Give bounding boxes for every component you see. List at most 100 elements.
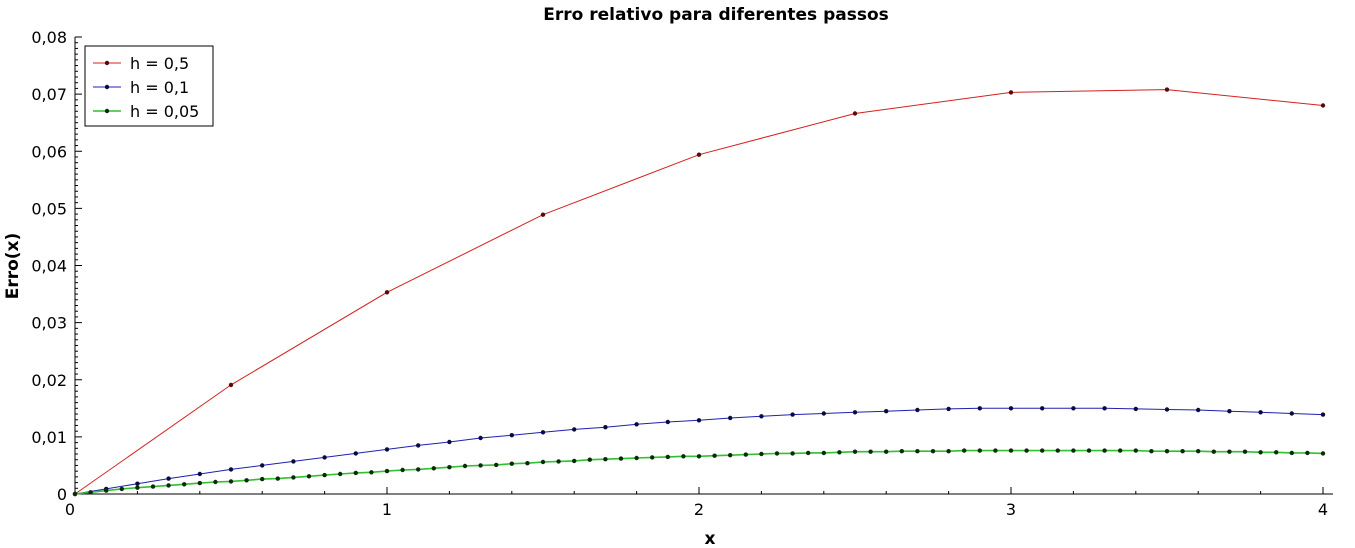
series-point xyxy=(993,448,998,453)
series-point xyxy=(915,407,920,413)
series-point xyxy=(899,449,904,454)
series-point xyxy=(665,454,670,460)
series-point xyxy=(228,467,234,472)
series-point xyxy=(1258,410,1263,415)
y-tick-label: 0,08 xyxy=(31,28,67,47)
series-point xyxy=(228,479,234,484)
legend-swatch-marker xyxy=(104,60,110,66)
y-tick-label: 0,01 xyxy=(31,428,67,447)
series-point xyxy=(852,449,858,454)
y-axis-label: Erro(x) xyxy=(3,233,23,300)
series-point xyxy=(977,448,982,453)
series-point xyxy=(915,449,920,454)
series-point xyxy=(1133,448,1139,453)
series-point xyxy=(759,414,764,419)
series-point xyxy=(525,461,530,466)
series-point xyxy=(1196,407,1201,413)
series-point xyxy=(821,411,826,416)
series-point xyxy=(1071,406,1076,411)
series-point xyxy=(759,451,764,457)
series-point xyxy=(119,486,125,492)
series-point xyxy=(494,462,499,468)
series-point xyxy=(135,485,140,490)
series-point xyxy=(369,470,374,475)
series-point xyxy=(1258,450,1263,455)
series-point xyxy=(930,449,936,454)
series-point xyxy=(806,450,811,456)
series-point xyxy=(322,472,327,478)
series-point xyxy=(88,490,93,495)
series-point xyxy=(447,465,452,470)
series-point xyxy=(166,483,171,488)
series-point xyxy=(1274,450,1279,455)
series-point xyxy=(213,479,218,485)
series-point xyxy=(260,476,265,482)
series-point xyxy=(1211,449,1217,454)
series-point xyxy=(509,433,514,438)
series-point xyxy=(556,459,561,464)
series-point xyxy=(1008,406,1014,411)
series-point xyxy=(384,447,390,452)
series-point xyxy=(790,412,795,417)
series-point xyxy=(977,406,982,411)
series-point xyxy=(1164,87,1170,92)
series-point xyxy=(743,452,748,457)
series-0 xyxy=(72,87,1326,497)
series-point xyxy=(681,454,686,459)
series-point xyxy=(197,480,202,486)
series-point xyxy=(540,430,546,435)
series-point xyxy=(1164,449,1170,454)
series-point xyxy=(696,418,702,423)
series-point xyxy=(478,463,483,468)
series-point xyxy=(1118,448,1123,453)
series-point xyxy=(322,455,327,460)
series-point xyxy=(182,482,187,487)
series-point xyxy=(587,457,592,462)
series-point xyxy=(104,488,109,493)
series-point xyxy=(696,152,702,157)
chart-title: Erro relativo para diferentes passos xyxy=(543,5,889,25)
series-point xyxy=(1024,448,1029,453)
series-point xyxy=(634,422,639,427)
series-point xyxy=(1227,409,1232,414)
series-point xyxy=(868,449,873,454)
series-point xyxy=(166,476,171,481)
series-point xyxy=(447,439,452,445)
plot-area xyxy=(72,87,1326,497)
legend: h = 0,5 h = 0,1 h = 0,05 xyxy=(84,45,214,127)
series-point xyxy=(384,468,390,474)
y-minor-ticks xyxy=(75,42,78,489)
series-point xyxy=(603,425,608,430)
series-point xyxy=(572,458,577,464)
series-point xyxy=(1320,451,1326,456)
series-point xyxy=(1086,448,1092,453)
series-point xyxy=(1133,406,1139,412)
series-point xyxy=(260,463,265,468)
series-point xyxy=(1320,103,1326,108)
y-tick-label: 0,02 xyxy=(31,371,67,390)
series-point xyxy=(384,290,390,295)
series-point xyxy=(821,450,826,456)
series-point xyxy=(478,435,483,441)
series-point xyxy=(135,481,140,486)
series-point xyxy=(1180,449,1185,454)
series-point xyxy=(1055,448,1061,453)
legend-label: h = 0,1 xyxy=(130,78,189,97)
series-point xyxy=(884,449,889,454)
series-point xyxy=(665,419,670,425)
series-point xyxy=(150,484,156,489)
series-point xyxy=(1305,450,1310,456)
series-point xyxy=(197,471,202,477)
x-tick-label: 3 xyxy=(1006,500,1016,519)
series-point xyxy=(540,212,546,217)
series-point xyxy=(1227,449,1232,454)
series-point xyxy=(603,457,608,462)
series-point xyxy=(400,467,405,473)
y-tick-label: 0 xyxy=(57,485,67,504)
y-tick-label: 0,04 xyxy=(31,257,67,276)
series-point xyxy=(1102,448,1107,453)
series-point xyxy=(353,470,358,476)
y-tick-label: 0,07 xyxy=(31,85,67,104)
series-point xyxy=(1149,449,1154,454)
